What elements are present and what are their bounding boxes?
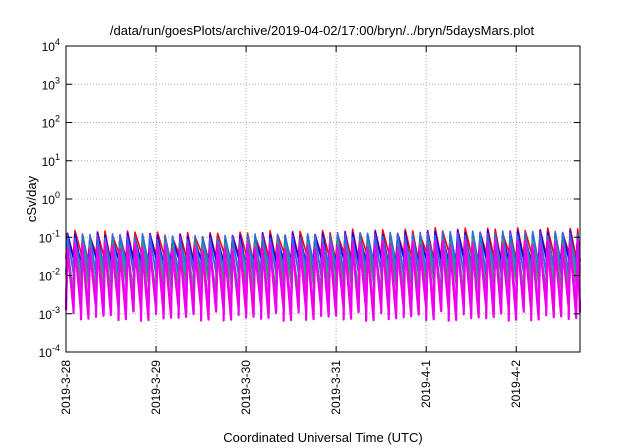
x-tick-label: 2019-3-31 bbox=[329, 360, 343, 415]
chart-title: /data/run/goesPlots/archive/2019-04-02/1… bbox=[110, 23, 535, 38]
x-axis: 2019-3-28 2019-3-29 2019-3-30 2019-3-31 2019… bbox=[59, 46, 523, 415]
x-axis-label: Coordinated Universal Time (UTC) bbox=[223, 430, 422, 445]
y-tick-label: 10-4 bbox=[39, 343, 60, 360]
y-tick-label: 104 bbox=[42, 37, 60, 54]
x-tick-label: 2019-3-28 bbox=[59, 360, 73, 415]
grid bbox=[66, 46, 580, 352]
y-axis: 10-4 10-3 10-2 10-1 100 101 102 103 104 bbox=[39, 37, 580, 360]
x-tick-label: 2019-3-29 bbox=[149, 360, 163, 415]
x-tick-label: 2019-3-30 bbox=[239, 360, 253, 415]
y-tick-label: 10-1 bbox=[39, 228, 60, 245]
y-tick-label: 100 bbox=[42, 190, 60, 207]
y-tick-label: 102 bbox=[42, 114, 60, 131]
plot-frame bbox=[65, 45, 581, 353]
y-tick-label: 10-2 bbox=[39, 267, 60, 284]
y-tick-label: 10-3 bbox=[39, 305, 60, 322]
series-line bbox=[64, 242, 582, 322]
y-axis-label: cSv/day bbox=[24, 175, 39, 222]
x-tick-label: 2019-4-2 bbox=[509, 360, 523, 408]
y-tick-label: 103 bbox=[42, 75, 60, 92]
series-group bbox=[64, 227, 582, 322]
y-tick-label: 101 bbox=[42, 152, 60, 169]
x-tick-label: 2019-4-1 bbox=[419, 360, 433, 408]
